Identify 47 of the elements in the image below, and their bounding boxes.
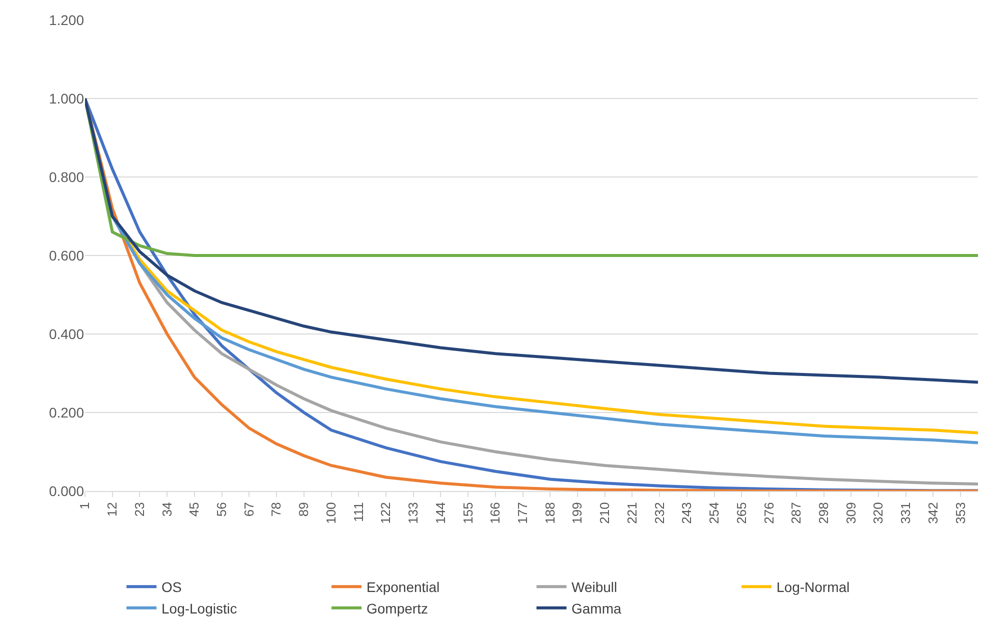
y-tick-label: 0.800 — [48, 168, 84, 185]
x-tick-label: 56 — [214, 502, 230, 517]
x-tick-label: 144 — [432, 502, 448, 524]
y-tick-label: 1.200 — [48, 12, 84, 28]
x-tick-label: 100 — [323, 502, 338, 524]
y-tick-label: 0.400 — [48, 326, 84, 342]
y-tick-label: 1.000 — [48, 90, 84, 106]
x-tick-label: 45 — [186, 502, 202, 517]
x-tick-label: 166 — [488, 502, 503, 524]
x-tick-label: 309 — [843, 502, 858, 524]
y-tick-label: 0.000 — [48, 482, 84, 499]
x-tick-label: 265 — [734, 502, 749, 524]
x-tick-label: 232 — [652, 502, 667, 524]
legend-label: Gamma — [572, 600, 622, 616]
x-tick-label: 122 — [378, 502, 394, 524]
legend-label: OS — [162, 579, 182, 596]
legend-label: Log-Normal — [776, 579, 850, 596]
x-tick-label: 155 — [460, 502, 476, 524]
y-tick-label: 0.200 — [48, 404, 84, 420]
legend-label: Weibull — [572, 579, 618, 596]
legend-label: Log-Logistic — [162, 600, 237, 616]
x-tick-label: 254 — [706, 502, 722, 524]
x-tick-label: 12 — [104, 502, 120, 517]
x-tick-label: 276 — [761, 502, 776, 524]
x-tick-label: 23 — [132, 502, 147, 517]
x-tick-label: 331 — [898, 502, 914, 524]
x-tick-label: 199 — [570, 502, 585, 524]
x-tick-label: 1 — [77, 502, 92, 510]
x-tick-label: 320 — [870, 502, 886, 524]
x-tick-label: 67 — [241, 502, 256, 517]
x-tick-label: 34 — [159, 502, 174, 517]
x-tick-label: 243 — [679, 502, 694, 524]
x-tick-label: 287 — [788, 502, 804, 524]
x-tick-label: 111 — [350, 502, 366, 522]
x-tick-label: 342 — [925, 502, 940, 524]
x-tick-label: 177 — [515, 502, 530, 524]
x-tick-label: 353 — [952, 502, 968, 524]
x-tick-label: 188 — [542, 502, 558, 524]
x-tick-label: 221 — [624, 502, 640, 524]
x-tick-label: 298 — [816, 502, 832, 524]
x-tick-label: 89 — [296, 502, 312, 517]
x-tick-label: 78 — [268, 502, 284, 517]
y-tick-label: 0.600 — [48, 247, 84, 264]
legend-label: Gompertz — [366, 600, 428, 616]
x-tick-label: 133 — [406, 502, 421, 524]
x-tick-label: 210 — [597, 502, 612, 524]
legend-label: Exponential — [366, 579, 440, 596]
